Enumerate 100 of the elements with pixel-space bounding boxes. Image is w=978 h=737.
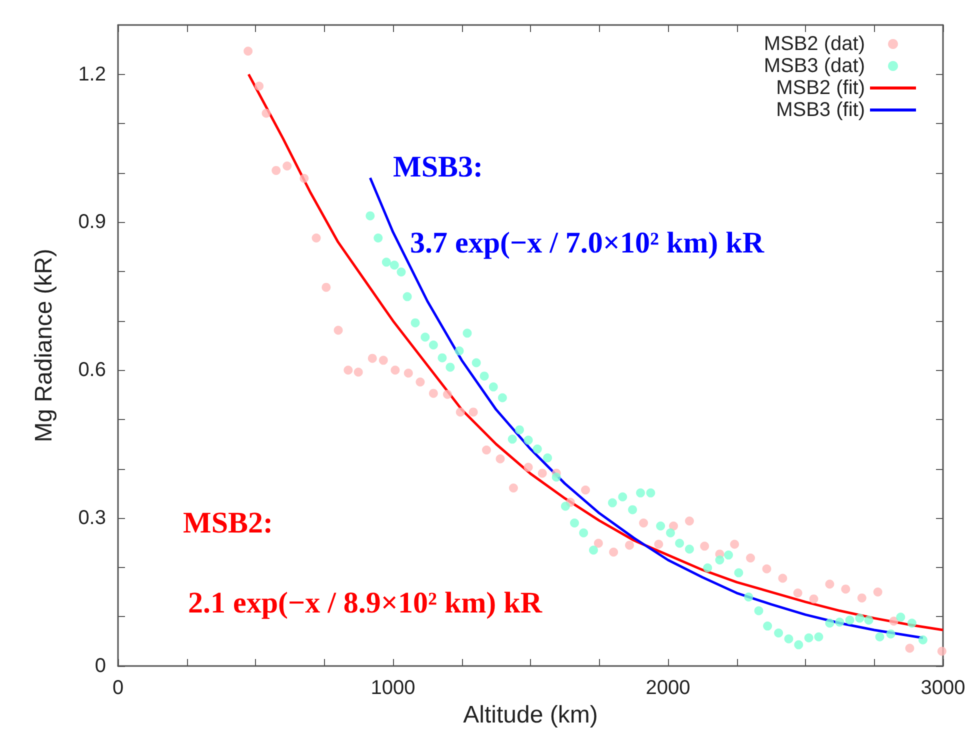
point <box>390 260 399 270</box>
point <box>410 318 420 328</box>
point <box>907 618 916 628</box>
point <box>272 166 281 175</box>
point <box>825 580 834 589</box>
point <box>654 540 664 549</box>
point <box>390 366 400 375</box>
point <box>825 618 834 628</box>
y-tick-label: 0.6 <box>78 359 106 382</box>
point <box>282 162 292 171</box>
point <box>454 346 464 356</box>
point <box>312 234 321 243</box>
point <box>581 485 590 494</box>
point <box>889 616 898 626</box>
point <box>496 454 505 464</box>
x-tick-label: 2000 <box>646 677 690 699</box>
point <box>594 538 603 548</box>
point <box>428 388 438 398</box>
point <box>404 368 413 378</box>
point <box>570 518 579 528</box>
point <box>472 358 481 368</box>
point <box>918 635 928 644</box>
y-tick-label: 0 <box>94 655 106 677</box>
point <box>628 505 638 514</box>
point <box>666 528 675 538</box>
point <box>334 326 343 335</box>
point <box>700 542 710 551</box>
point <box>814 632 824 642</box>
point <box>524 436 533 445</box>
point <box>498 393 507 402</box>
point <box>715 555 724 564</box>
point <box>609 548 618 557</box>
point <box>368 354 377 363</box>
point <box>774 628 784 638</box>
point <box>746 554 755 563</box>
point <box>382 258 391 267</box>
point <box>639 518 648 528</box>
x-tick-label: 1000 <box>370 677 416 699</box>
annotation: 3.7 exp(−x / 7.0×10² km) kR <box>410 226 764 260</box>
legend-label: MSB3 (fit) <box>776 99 865 121</box>
y-axis-title: Mg Radiance (kR) <box>30 248 58 442</box>
legend-label: MSB3 (dat) <box>764 55 865 77</box>
point <box>841 584 850 594</box>
annotation: MSB2: <box>183 506 273 540</box>
point <box>462 328 472 338</box>
point <box>588 546 598 555</box>
annotation: 2.1 exp(−x / 8.9×10² km) kR <box>188 586 542 620</box>
point <box>873 588 882 597</box>
point <box>784 634 794 644</box>
point <box>744 592 754 602</box>
point <box>864 616 874 625</box>
point <box>446 362 455 372</box>
point <box>420 332 430 342</box>
point <box>608 498 617 508</box>
point <box>244 46 253 56</box>
point <box>428 340 438 350</box>
point <box>543 453 552 462</box>
point <box>524 462 533 472</box>
point <box>552 472 561 482</box>
point <box>468 408 478 417</box>
point <box>438 353 447 362</box>
point <box>625 540 634 550</box>
point <box>402 292 412 302</box>
point <box>396 268 406 277</box>
point <box>794 640 804 650</box>
point <box>886 629 896 638</box>
point <box>560 502 570 511</box>
point <box>703 563 712 572</box>
point <box>456 408 465 417</box>
point <box>482 446 491 455</box>
x-tick-label: 0 <box>112 677 124 699</box>
point <box>937 646 946 656</box>
point <box>857 593 866 602</box>
point <box>855 614 864 623</box>
point <box>730 540 740 549</box>
point <box>416 377 425 386</box>
point <box>754 606 764 616</box>
point <box>793 588 802 598</box>
point <box>675 538 684 548</box>
point <box>374 234 383 243</box>
point <box>442 390 452 399</box>
point <box>778 574 788 583</box>
point <box>809 594 818 604</box>
point <box>845 616 854 625</box>
point <box>684 544 694 554</box>
point <box>734 568 744 578</box>
point <box>515 425 524 434</box>
point <box>618 492 628 502</box>
point <box>896 612 906 622</box>
point <box>300 174 309 183</box>
x-axis-title: Altitude (km) <box>463 701 598 728</box>
point <box>763 622 772 631</box>
x-tick-label: 3000 <box>920 677 966 699</box>
point <box>804 633 814 642</box>
point <box>724 550 733 560</box>
point <box>354 368 363 377</box>
point <box>656 521 666 530</box>
point <box>488 382 498 392</box>
y-tick-label: 0.9 <box>78 211 106 234</box>
point <box>762 564 772 574</box>
